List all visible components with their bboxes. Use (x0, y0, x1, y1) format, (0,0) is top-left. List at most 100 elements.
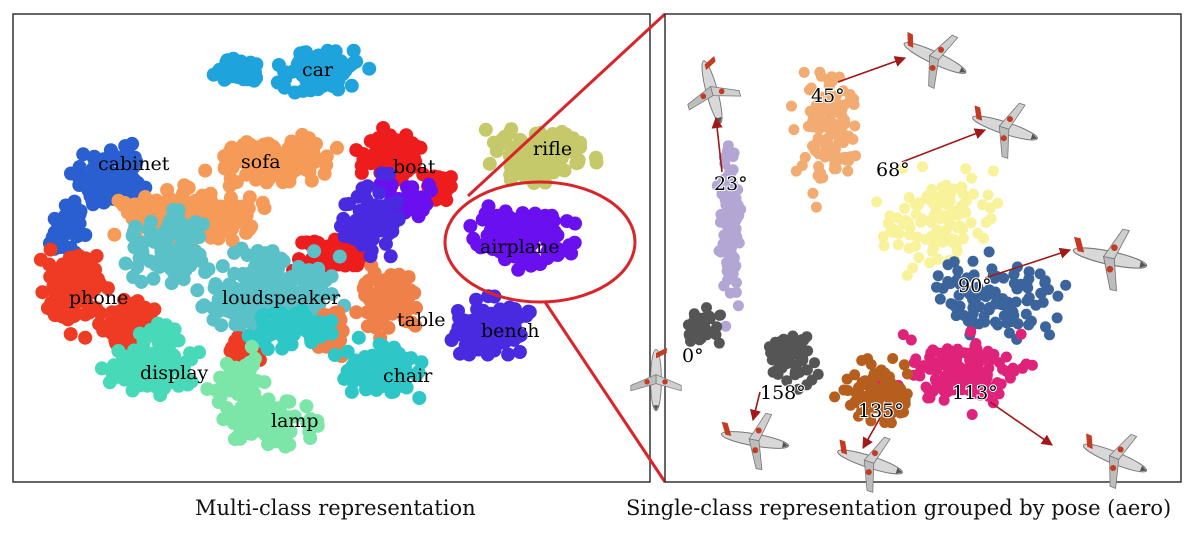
cluster-point-loudspeaker (141, 222, 156, 237)
pose-point-45 (828, 118, 840, 130)
cluster-point-rifle (497, 129, 512, 144)
pose-point-68 (926, 183, 938, 195)
cluster-point-boat (413, 140, 428, 155)
cluster-point-boat (435, 172, 450, 186)
cluster-point-display (143, 328, 158, 342)
cluster-point-airplane (546, 213, 561, 228)
cluster-point-chair (241, 328, 256, 343)
cluster-point-loudspeaker (250, 244, 265, 258)
cluster-point-bench (372, 185, 387, 200)
cluster-point-loudspeaker (226, 306, 241, 321)
cluster-point-display (135, 364, 150, 379)
pose-point-113 (905, 334, 917, 346)
pose-point-68 (930, 199, 942, 211)
pose-point-90 (992, 319, 1004, 331)
cluster-point-loudspeaker (302, 288, 316, 302)
cluster-point-airplane (568, 216, 582, 231)
cluster-point-car (296, 55, 311, 70)
cluster-point-chair (412, 391, 427, 405)
cluster-point-loudspeaker (270, 258, 285, 273)
cluster-point-bench (355, 181, 370, 196)
cluster-point-loudspeaker (126, 270, 141, 284)
cluster-point-lamp (233, 431, 248, 446)
cluster-point-airplane (567, 235, 582, 250)
pose-point-135 (895, 383, 906, 394)
pose-label-45: 45° (811, 85, 845, 107)
cluster-point-display (149, 380, 164, 395)
cluster-point-loudspeaker (237, 293, 252, 307)
cluster-point-sofa (291, 141, 306, 156)
pose-point-23 (718, 210, 730, 222)
cluster-point-loudspeaker (132, 250, 147, 265)
cluster-point-table (367, 266, 382, 281)
pose-point-68 (943, 215, 954, 227)
cluster-point-cabinet (110, 168, 125, 183)
cluster-point-chair (295, 303, 309, 318)
pose-point-68 (892, 239, 904, 251)
pose-point-23 (721, 189, 733, 201)
cluster-point-chair (255, 314, 270, 328)
pose-point-45 (831, 106, 842, 118)
cluster-point-cabinet (73, 227, 88, 242)
cluster-point-airplane (509, 247, 524, 262)
cluster-point-cabinet (98, 157, 113, 172)
pose-point-23 (718, 280, 730, 292)
pose-point-45 (812, 170, 824, 182)
pose-point-23 (726, 257, 738, 269)
cluster-point-bench (453, 312, 468, 327)
pose-arrow-113 (989, 401, 1053, 446)
cluster-point-display (127, 343, 142, 358)
cluster-point-airplane (498, 204, 513, 219)
cluster-point-phone (100, 281, 115, 296)
cluster-point-sofa (266, 139, 281, 154)
pose-point-90 (952, 308, 964, 320)
cluster-point-sofa (296, 156, 311, 171)
pose-point-90 (1052, 290, 1064, 302)
cluster-point-loudspeaker (214, 318, 229, 333)
pose-point-0 (713, 337, 725, 349)
pose-point-90 (951, 274, 963, 286)
cluster-point-rifle (573, 135, 587, 150)
cluster-point-chair (344, 384, 359, 399)
pose-point-45 (786, 100, 797, 112)
cluster-point-table (376, 309, 391, 324)
pose-point-135 (887, 353, 899, 364)
pose-point-113 (993, 379, 1005, 391)
pose-point-135 (883, 382, 895, 394)
pose-point-90 (979, 316, 991, 328)
cluster-label-phone: phone (69, 287, 128, 309)
pose-point-68 (916, 213, 928, 225)
cluster-point-bench (487, 311, 502, 326)
pose-point-90 (931, 281, 942, 293)
pose-point-68 (934, 191, 946, 202)
pose-point-68 (972, 227, 984, 239)
pose-point-45 (847, 133, 859, 145)
cluster-point-bench (337, 217, 352, 232)
pose-point-113 (966, 409, 978, 420)
pose-point-45 (822, 138, 834, 150)
cluster-point-table (409, 300, 423, 315)
cluster-point-car (206, 67, 221, 82)
cluster-point-cabinet (124, 168, 139, 183)
cluster-point-bench (502, 300, 517, 315)
cluster-point-loudspeaker (184, 223, 199, 238)
single-class-panel-frame (664, 13, 1182, 483)
pose-point-90 (998, 310, 1010, 322)
pose-arrow-158 (750, 391, 761, 422)
pose-arrow-68 (901, 128, 987, 163)
pose-point-113 (976, 366, 988, 378)
cluster-point-chair (301, 319, 316, 334)
cluster-point-phone (84, 265, 99, 280)
cluster-point-airplane (533, 257, 548, 271)
cluster-point-loudspeaker (215, 259, 230, 274)
cluster-label-boat: boat (393, 156, 436, 178)
cluster-point-sofa (283, 164, 297, 179)
cluster-point-lamp (226, 416, 241, 430)
pose-point-90 (948, 256, 960, 268)
pose-point-135 (889, 403, 901, 415)
pose-point-135 (901, 368, 913, 380)
pose-point-23 (732, 300, 744, 312)
cluster-point-cabinet (53, 222, 68, 237)
pose-point-23 (731, 277, 742, 289)
cluster-point-loudspeaker (125, 228, 140, 243)
